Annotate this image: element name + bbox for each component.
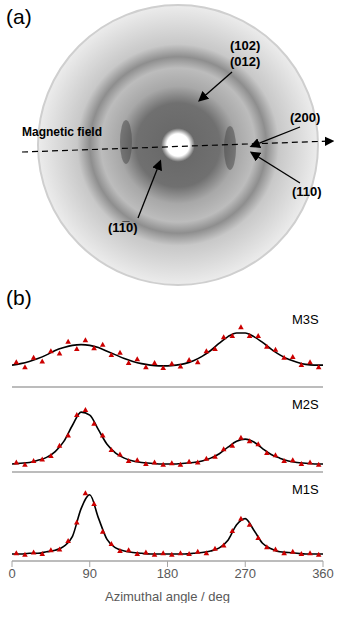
html-text:M3S: M3S [292,312,319,327]
svg-text:Magnetic field: Magnetic field [22,125,102,139]
svg-text:Azimuthal angle / deg: Azimuthal angle / deg [105,589,230,603]
html-text:M1S: M1S [292,482,319,497]
svg-text:(012): (012) [230,54,260,69]
svg-text:(102): (102) [230,38,260,53]
svg-text:180: 180 [157,566,179,581]
html-text:(b): (b) [6,286,32,309]
html-text:M2S: M2S [292,397,319,412]
svg-text:360: 360 [312,566,334,581]
svg-text:270: 270 [234,566,256,581]
svg-text:0: 0 [8,566,15,581]
svg-text:(a): (a) [6,5,32,28]
svg-text:(110): (110) [292,184,322,199]
svg-text:(11̅0): (11̅0) [108,220,138,235]
svg-text:(200): (200) [290,110,320,125]
svg-text:90: 90 [83,566,97,581]
